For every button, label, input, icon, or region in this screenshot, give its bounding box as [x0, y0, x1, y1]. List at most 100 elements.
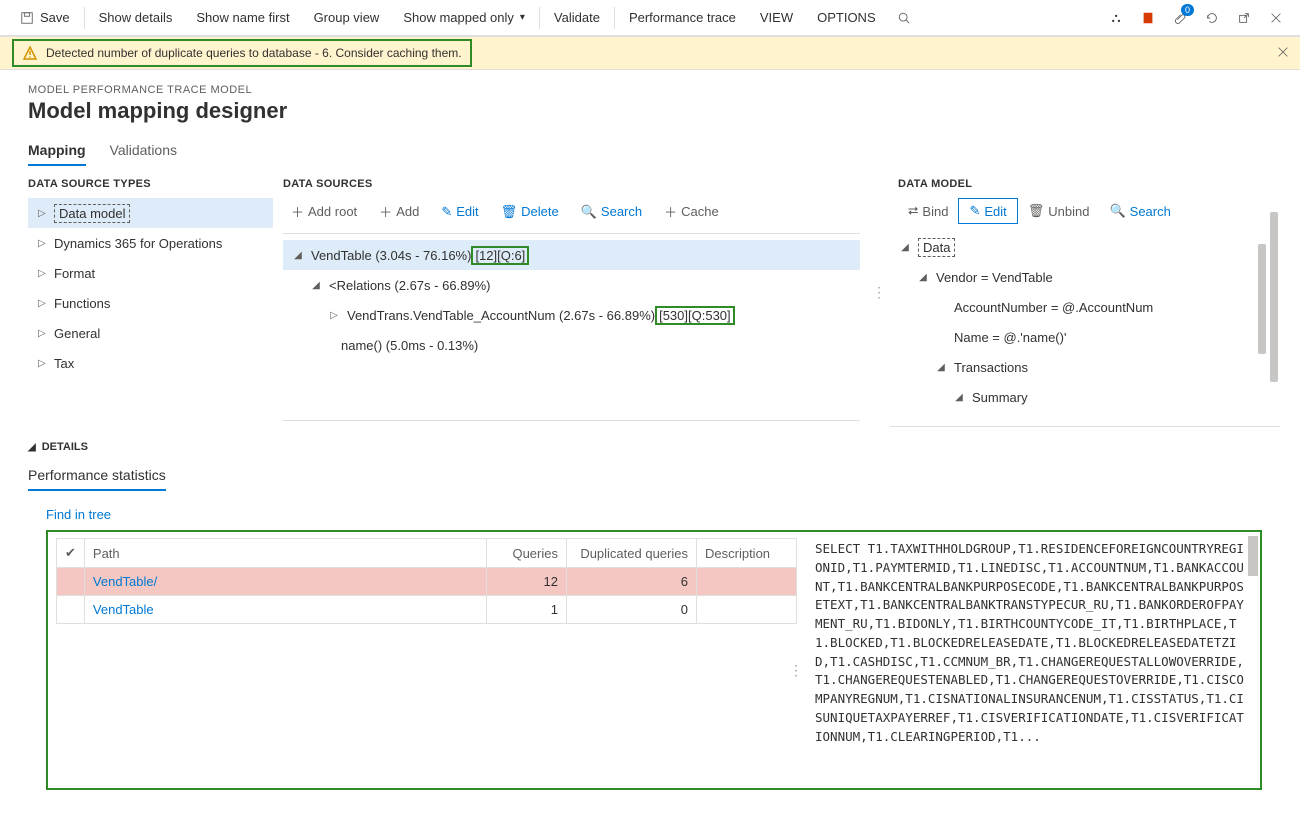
- search-icon: [897, 11, 911, 25]
- options-label: OPTIONS: [817, 10, 876, 25]
- btn-label: Cache: [681, 204, 719, 219]
- edit-button[interactable]: ✎Edit: [433, 198, 486, 225]
- search-button[interactable]: 🔍Search: [573, 198, 650, 225]
- type-tax[interactable]: ▷Tax: [28, 348, 273, 378]
- search-button[interactable]: [888, 0, 920, 36]
- show-details-label: Show details: [99, 10, 173, 25]
- ds-label: VendTable (3.04s - 76.16%): [311, 248, 471, 263]
- dm-label: Vendor = VendTable: [936, 270, 1053, 285]
- ds-name[interactable]: name() (5.0ms - 0.13%): [283, 330, 860, 360]
- data-model-panel: DATA MODEL ⮂Bind ✎Edit 🗑Unbind 🔍Search ◢…: [880, 174, 1280, 427]
- unbind-button[interactable]: 🗑Unbind: [1018, 198, 1100, 224]
- tab-mapping[interactable]: Mapping: [28, 138, 86, 166]
- refresh-button[interactable]: [1196, 0, 1228, 36]
- chevron-down-icon: ▾: [520, 12, 525, 23]
- btn-label: Search: [601, 204, 642, 219]
- popout-button[interactable]: [1228, 0, 1260, 36]
- attachments-button[interactable]: 0: [1164, 0, 1196, 36]
- dm-vendor[interactable]: ◢Vendor = VendTable: [890, 262, 1272, 292]
- search-button[interactable]: 🔍Search: [1099, 198, 1180, 224]
- view-label: VIEW: [760, 10, 793, 25]
- data-source-types-heading: DATA SOURCE TYPES: [28, 178, 273, 190]
- scrollbar-thumb[interactable]: [1248, 536, 1258, 576]
- col-duplicated[interactable]: Duplicated queries: [567, 539, 697, 568]
- tab-validations[interactable]: Validations: [110, 138, 177, 166]
- dm-label: Name = @.'name()': [954, 330, 1066, 345]
- data-model-toolbar: ⮂Bind ✎Edit 🗑Unbind 🔍Search: [898, 198, 1280, 224]
- group-view-button[interactable]: Group view: [302, 0, 392, 36]
- cache-button[interactable]: ＋ Cache: [656, 198, 727, 225]
- performance-panel: ✔ Path Queries Duplicated queries Descri…: [46, 530, 1262, 790]
- table-row[interactable]: VendTable10: [57, 596, 797, 624]
- find-in-tree-link[interactable]: Find in tree: [46, 507, 111, 522]
- plus-icon: ＋: [664, 202, 677, 221]
- data-sources-heading: DATA SOURCES: [283, 178, 860, 190]
- caret-icon: ▷: [38, 328, 54, 339]
- show-details-button[interactable]: Show details: [87, 0, 185, 36]
- options-button[interactable]: OPTIONS: [805, 0, 888, 36]
- save-button[interactable]: Save: [8, 0, 82, 36]
- type-d365[interactable]: ▷Dynamics 365 for Operations: [28, 228, 273, 258]
- delete-button[interactable]: 🗑Delete: [493, 198, 567, 225]
- warning-icon: [22, 45, 38, 61]
- caret-icon: ▷: [38, 298, 54, 309]
- edit-button[interactable]: ✎Edit: [958, 198, 1017, 224]
- path-link[interactable]: VendTable/: [93, 574, 157, 589]
- path-link[interactable]: VendTable: [93, 602, 154, 617]
- link-icon: ⮂: [908, 203, 918, 219]
- btn-label: Delete: [521, 204, 559, 219]
- scrollbar-thumb-inner[interactable]: [1258, 244, 1266, 354]
- caret-icon: ◢: [291, 250, 305, 261]
- btn-label: Edit: [984, 204, 1006, 219]
- add-button[interactable]: ＋Add: [371, 198, 427, 225]
- col-queries[interactable]: Queries: [487, 539, 567, 568]
- col-path[interactable]: Path: [84, 539, 486, 568]
- caret-icon: ▷: [38, 238, 54, 249]
- type-data-model[interactable]: ▷Data model: [28, 198, 273, 228]
- breadcrumb: MODEL PERFORMANCE TRACE MODEL: [28, 84, 1280, 96]
- caret-icon: ◢: [309, 280, 323, 291]
- show-mapped-only-button[interactable]: Show mapped only ▾: [391, 0, 537, 36]
- show-name-first-button[interactable]: Show name first: [184, 0, 301, 36]
- type-label: Tax: [54, 356, 74, 371]
- office-button[interactable]: [1132, 0, 1164, 36]
- btn-label: Edit: [456, 204, 478, 219]
- bind-button[interactable]: ⮂Bind: [898, 198, 958, 224]
- attachments-count: 0: [1181, 4, 1194, 16]
- dm-accountnumber[interactable]: AccountNumber = @.AccountNum: [890, 292, 1272, 322]
- dm-name[interactable]: Name = @.'name()': [890, 322, 1272, 352]
- ds-relations[interactable]: ◢ <Relations (2.67s - 66.89%): [283, 270, 860, 300]
- dm-data[interactable]: ◢Data: [890, 232, 1272, 262]
- add-root-button[interactable]: ＋Add root: [283, 198, 365, 225]
- warning-close-button[interactable]: [1276, 45, 1290, 62]
- plus-icon: ＋: [291, 202, 304, 221]
- trash-icon: 🗑: [1028, 203, 1045, 219]
- ds-vendtable[interactable]: ◢ VendTable (3.04s - 76.16%) [12][Q:6]: [283, 240, 860, 270]
- close-button[interactable]: [1260, 0, 1292, 36]
- ds-vendtrans[interactable]: ▷ VendTrans.VendTable_AccountNum (2.67s …: [283, 300, 860, 330]
- type-general[interactable]: ▷General: [28, 318, 273, 348]
- performance-trace-button[interactable]: Performance trace: [617, 0, 748, 36]
- connector-button[interactable]: ⛬: [1100, 0, 1132, 36]
- dm-summary[interactable]: ◢Summary: [890, 382, 1272, 412]
- separator: [84, 7, 85, 29]
- close-icon: [1276, 45, 1290, 59]
- details-toggle[interactable]: ◢ DETAILS: [28, 441, 1280, 453]
- performance-table-region: ✔ Path Queries Duplicated queries Descri…: [48, 532, 805, 788]
- splitter-icon[interactable]: ⋮: [789, 662, 801, 679]
- dm-transactions[interactable]: ◢Transactions: [890, 352, 1272, 382]
- page-tabs: Mapping Validations: [28, 138, 1280, 166]
- col-check[interactable]: ✔: [57, 539, 85, 568]
- type-format[interactable]: ▷Format: [28, 258, 273, 288]
- type-functions[interactable]: ▷Functions: [28, 288, 273, 318]
- caret-icon: ◢: [952, 392, 966, 403]
- scrollbar-thumb[interactable]: [1270, 212, 1278, 382]
- validate-button[interactable]: Validate: [542, 0, 612, 36]
- col-description[interactable]: Description: [697, 539, 797, 568]
- type-label: Functions: [54, 296, 110, 311]
- view-button[interactable]: VIEW: [748, 0, 805, 36]
- separator: [614, 7, 615, 29]
- type-label: General: [54, 326, 100, 341]
- tab-performance-statistics[interactable]: Performance statistics: [28, 463, 166, 491]
- table-row[interactable]: VendTable/126: [57, 568, 797, 596]
